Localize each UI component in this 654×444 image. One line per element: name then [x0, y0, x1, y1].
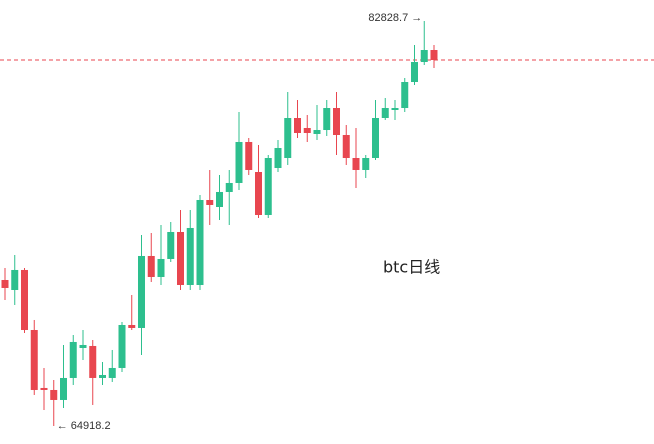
candle-body: [420, 50, 428, 63]
min-label: ← 64918.2: [57, 420, 111, 432]
candle-body: [138, 255, 145, 328]
candle-body: [216, 191, 223, 208]
candle-body: [108, 367, 116, 378]
candle-body: [1, 279, 9, 288]
candle-body: [342, 135, 350, 159]
candle-body: [206, 199, 214, 205]
candle-body: [118, 324, 126, 368]
max-label: 82828.7 →: [368, 12, 422, 24]
candle-body: [430, 50, 438, 60]
candle-body: [372, 118, 379, 159]
candle-body: [411, 62, 418, 83]
candle-body: [50, 389, 58, 400]
candle-body: [274, 148, 282, 168]
candle-body: [157, 258, 165, 277]
candle-body: [362, 158, 370, 170]
candle-body: [391, 108, 399, 110]
candle-body: [294, 118, 301, 133]
candle-body: [186, 227, 194, 285]
candle-body: [303, 127, 311, 133]
candle-body: [352, 158, 360, 170]
candle-body: [196, 199, 204, 285]
candle-body: [245, 141, 253, 170]
candle-body: [11, 269, 19, 290]
candle-body: [255, 171, 262, 215]
candle-body: [225, 182, 233, 192]
watermark: btc日线: [383, 258, 440, 277]
candle-body: [60, 377, 67, 400]
candle-body: [323, 108, 331, 131]
candle-body: [381, 108, 389, 119]
candle-body: [177, 231, 184, 285]
candle-body: [235, 141, 243, 183]
candle-body: [147, 255, 155, 277]
candle-body: [40, 387, 48, 390]
candle-body: [401, 82, 409, 109]
candle-body: [313, 130, 321, 134]
candle-body: [264, 158, 272, 215]
candle-body: [69, 341, 77, 378]
candle-body: [99, 374, 106, 378]
candle-body: [79, 344, 87, 348]
candle-body: [89, 345, 97, 378]
candle-body: [284, 118, 292, 159]
candle-body: [333, 108, 340, 136]
candle-body: [21, 269, 28, 330]
candle-body: [167, 231, 175, 259]
candle-body: [128, 324, 136, 328]
candle-body: [30, 329, 38, 390]
